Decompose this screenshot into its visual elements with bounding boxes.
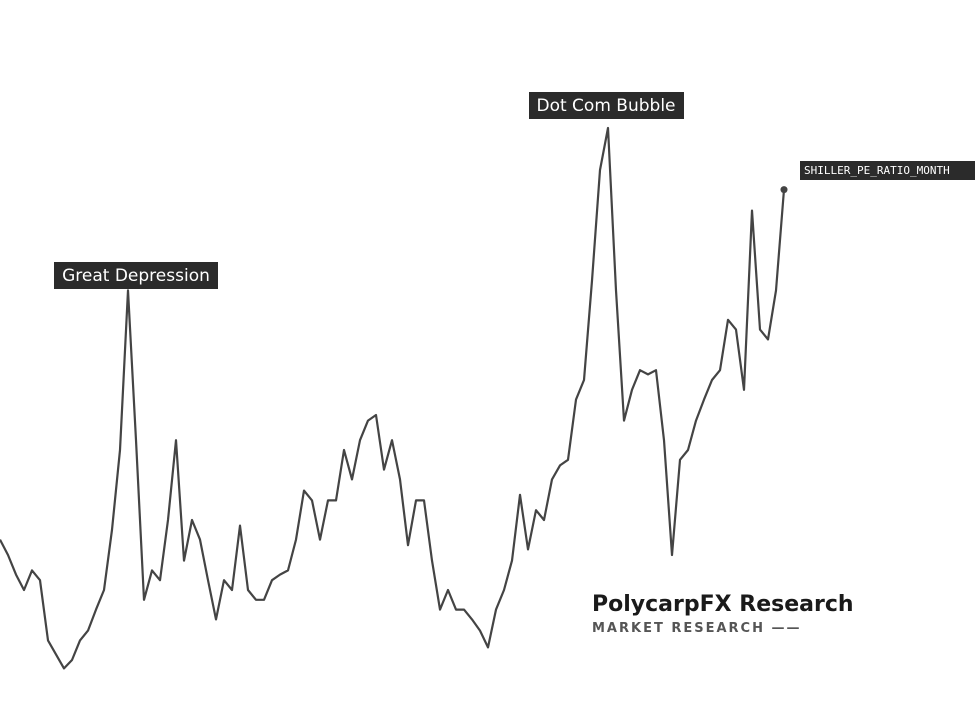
series-name: SHILLER_PE_RATIO_MONTH [804,164,950,177]
annotation-box [529,92,684,119]
watermark-title: PolycarpFX Research [592,592,854,617]
series-tag-box [800,161,975,180]
end-point [780,186,788,194]
annotation: Dot Com Bubble [529,92,684,119]
annotation: Great Depression [54,262,218,289]
line [0,126,786,670]
watermark-subtitle: MARKET RESEARCH —— [592,621,802,636]
annotation-box [54,262,218,289]
series-tag: SHILLER_PE_RATIO_MONTH [800,161,975,180]
annotation-label: Dot Com Bubble [537,96,676,116]
annotation-label: Great Depression [62,266,210,286]
